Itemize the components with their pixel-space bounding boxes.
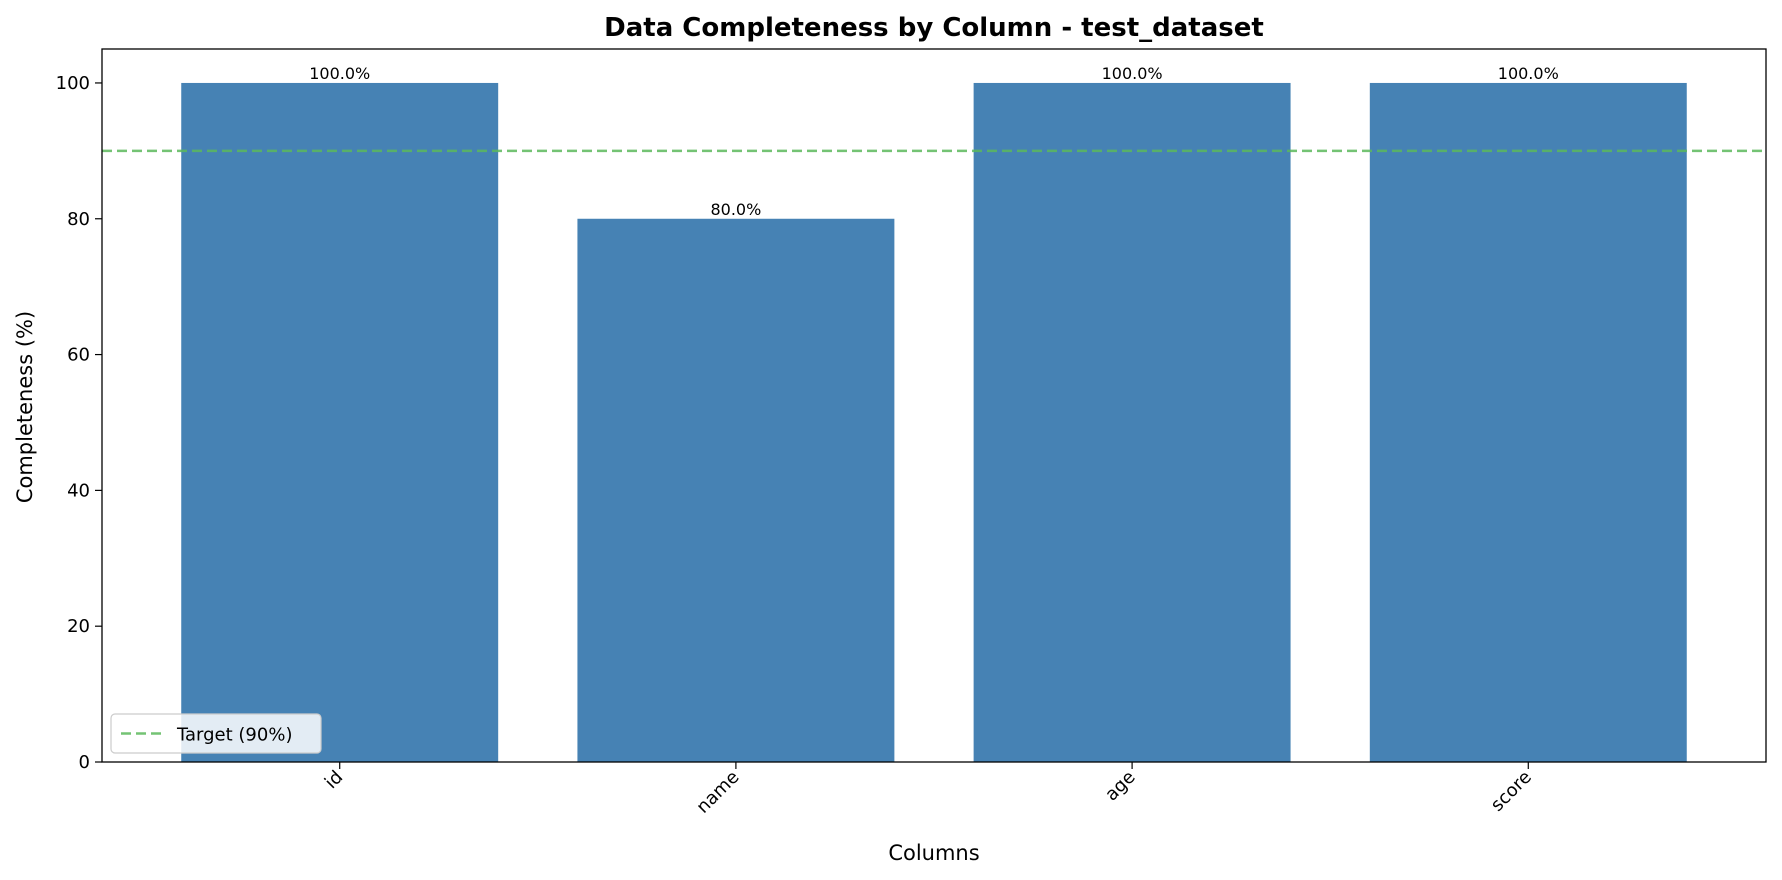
bars-group xyxy=(181,82,1687,762)
legend-box xyxy=(110,713,322,754)
y-tick-label: 60 xyxy=(67,345,90,366)
y-axis-label: Completeness (%) xyxy=(13,311,37,503)
data-label-name: 80.0% xyxy=(710,200,761,219)
x-axis-label: Columns xyxy=(888,841,979,865)
data-labels-group: 100.0% 80.0% 100.0% 100.0% xyxy=(309,64,1559,219)
plot-border xyxy=(101,48,1767,763)
y-tick-label: 20 xyxy=(67,616,90,637)
x-tick-label-name: name xyxy=(692,767,743,818)
data-label-id: 100.0% xyxy=(309,64,370,83)
y-axis: 0 20 40 60 80 100 xyxy=(56,73,102,773)
legend: Target (90%) xyxy=(110,713,322,754)
bar-name xyxy=(577,218,895,762)
bar-score xyxy=(1369,82,1687,762)
bar-id xyxy=(181,82,499,762)
y-tick-label: 80 xyxy=(67,209,90,230)
plot-frame xyxy=(101,48,1767,763)
x-tick-label-age: age xyxy=(1101,767,1140,806)
y-tick-label: 0 xyxy=(79,752,90,773)
data-label-score: 100.0% xyxy=(1498,64,1559,83)
y-tick-label: 40 xyxy=(67,480,90,501)
chart-title: Data Completeness by Column - test_datas… xyxy=(604,13,1264,43)
legend-entry-target: Target (90%) xyxy=(176,725,292,746)
x-tick-label-score: score xyxy=(1487,767,1536,816)
bar-age xyxy=(973,82,1291,762)
y-tick-label: 100 xyxy=(56,73,90,94)
x-tick-label-id: id xyxy=(321,767,347,793)
x-axis: id name age score xyxy=(321,762,1536,818)
data-label-age: 100.0% xyxy=(1102,64,1163,83)
